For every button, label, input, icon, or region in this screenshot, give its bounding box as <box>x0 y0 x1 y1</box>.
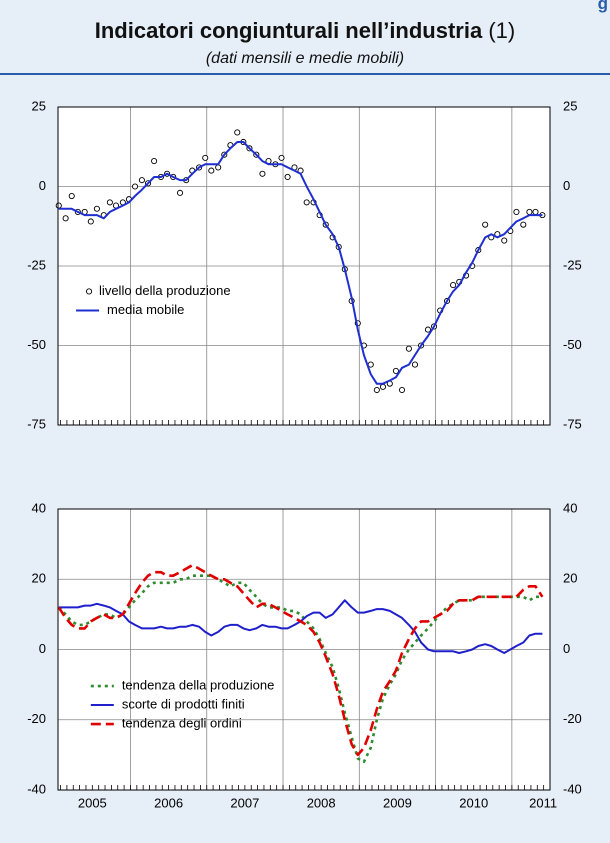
y-tick-label-right: 0 <box>563 178 570 193</box>
y-tick-label: -40 <box>27 781 46 796</box>
data-point <box>303 199 310 206</box>
data-point <box>68 192 75 200</box>
x-tick-label: 2011 <box>529 795 557 810</box>
y-tick-label: 0 <box>39 178 46 193</box>
title: Indicatori congiunturali nell’industria … <box>0 18 610 44</box>
data-point <box>176 189 184 196</box>
data-point <box>532 208 539 215</box>
data-point <box>513 208 520 215</box>
data-point <box>450 282 457 289</box>
data-point <box>373 386 380 394</box>
legend-symbol <box>86 288 93 295</box>
data-point <box>411 361 419 368</box>
x-tick-label: 2010 <box>459 795 488 810</box>
data-point <box>138 177 145 184</box>
data-point <box>151 158 158 165</box>
data-point <box>398 386 406 394</box>
y-tick-label: 40 <box>32 500 46 515</box>
legend-label: tendenza degli ordini <box>122 715 242 730</box>
data-point <box>379 383 386 390</box>
plot-frame <box>57 508 551 791</box>
title-rule <box>0 73 610 75</box>
y-tick-label-right: -50 <box>563 337 582 352</box>
y-tick-label-right: 25 <box>563 98 577 113</box>
legend-label: media mobile <box>107 302 184 317</box>
data-point <box>526 208 533 215</box>
data-point <box>520 221 527 228</box>
y-tick-label-right: -40 <box>563 781 582 796</box>
legend-label: tendenza della produzione <box>122 677 275 692</box>
data-point <box>131 183 139 190</box>
data-point <box>62 215 69 222</box>
data-point <box>424 326 432 333</box>
x-tick-label: 2005 <box>78 795 107 810</box>
subtitle: (dati mensili e medie mobili) <box>205 50 405 67</box>
y-tick-label: 25 <box>32 98 46 113</box>
y-tick-label: 0 <box>39 641 46 656</box>
y-tick-label-right: 40 <box>563 500 577 515</box>
y-tick-label: 20 <box>32 571 46 586</box>
data-point <box>392 367 399 374</box>
data-point <box>259 170 266 177</box>
data-point <box>501 237 508 244</box>
corner-label: g <box>597 0 608 13</box>
y-tick-label-right: -25 <box>563 257 582 272</box>
series-line <box>57 574 543 764</box>
data-point <box>234 129 241 136</box>
series-line <box>57 563 544 757</box>
x-tick-label: 2008 <box>307 795 336 810</box>
legend-label: livello della produzione <box>99 283 231 298</box>
data-point <box>93 205 100 212</box>
x-tick-label: 2009 <box>383 795 412 810</box>
data-point <box>215 164 222 171</box>
x-tick-label: 2007 <box>230 795 259 810</box>
data-point <box>405 345 412 352</box>
y-tick-label: -50 <box>27 337 46 352</box>
title-main: Indicatori congiunturali nell’industria <box>94 18 483 43</box>
data-point <box>482 221 489 228</box>
legend-label: scorte di prodotti finiti <box>122 696 245 711</box>
y-tick-label-right: -20 <box>563 711 582 726</box>
data-point <box>284 173 291 181</box>
plot-frame <box>57 106 551 426</box>
data-point <box>106 199 113 206</box>
data-point <box>55 202 62 209</box>
y-tick-label-right: 20 <box>563 571 577 586</box>
data-point <box>87 218 94 225</box>
y-tick-label: -25 <box>27 257 46 272</box>
title-note: (1) <box>488 18 516 43</box>
data-point <box>202 154 209 161</box>
data-point <box>208 167 215 174</box>
data-point <box>278 154 285 161</box>
y-tick-label: -75 <box>27 416 46 431</box>
y-tick-label: -20 <box>27 711 46 726</box>
x-tick-label: 2006 <box>154 795 183 810</box>
series-line <box>58 141 543 385</box>
y-tick-label-right: -75 <box>563 416 582 431</box>
y-tick-label-right: 0 <box>563 641 570 656</box>
